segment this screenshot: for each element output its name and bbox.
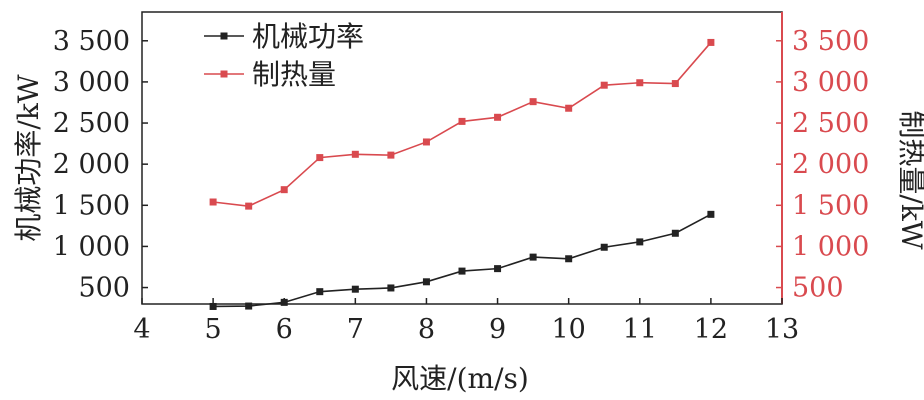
series-2-point (707, 38, 715, 46)
series-1-point (600, 243, 608, 251)
series-1-point (671, 229, 679, 237)
series-1-point (316, 288, 324, 296)
x-tick-label: 11 (623, 314, 657, 345)
left-y-axis-title: 机械功率/kW (12, 74, 45, 241)
right-y-tick-label: 2 000 (792, 149, 869, 180)
x-axis-title: 风速/(m/s) (391, 362, 529, 395)
legend-swatch-marker (220, 32, 228, 40)
right-y-tick-label: 500 (792, 273, 844, 304)
series-2-point (494, 113, 502, 121)
series-2-point (671, 80, 679, 88)
series-2-point (387, 151, 395, 159)
x-tick-label: 7 (347, 314, 364, 345)
series-2-point (565, 104, 573, 112)
series-1-point (245, 302, 253, 310)
series-2-point (351, 150, 359, 158)
series-2-point (280, 186, 288, 194)
series-2-point (245, 202, 253, 210)
series-2-point (458, 117, 466, 125)
series-2-point (316, 154, 324, 162)
x-tick-label: 5 (205, 314, 222, 345)
legend-label: 机械功率 (252, 20, 364, 53)
series-2-point (422, 138, 430, 146)
right-y-tick-label: 2 500 (792, 108, 869, 139)
x-tick-label: 4 (133, 314, 150, 345)
legend-swatch-marker (220, 70, 228, 78)
series-2-point (209, 198, 217, 206)
right-y-tick-label: 3 000 (792, 67, 869, 98)
left-y-tick-label: 1 500 (53, 190, 130, 221)
series-2-point (600, 81, 608, 89)
x-tick-label: 10 (551, 314, 585, 345)
x-tick-label: 6 (276, 314, 293, 345)
left-y-axis: 500 1 000 1 500 2 000 2 500 3 000 3 500 (53, 26, 148, 304)
right-y-tick-label: 3 500 (792, 26, 869, 57)
x-tick-label: 8 (418, 314, 435, 345)
series-2-point (529, 98, 537, 106)
right-y-tick-label: 1 500 (792, 190, 869, 221)
series-1-point (209, 302, 217, 310)
left-y-tick-label: 2 000 (53, 149, 130, 180)
left-y-tick-label: 1 000 (53, 231, 130, 262)
x-tick-label: 9 (489, 314, 506, 345)
left-y-tick-label: 2 500 (53, 108, 130, 139)
right-y-axis: 500 1 000 1 500 2 000 2 500 3 000 3 500 (776, 26, 869, 304)
x-tick-label: 13 (765, 314, 799, 345)
series-1-point (458, 267, 466, 275)
x-tick-label: 12 (694, 314, 728, 345)
series-2-point (636, 79, 644, 87)
series-layer (209, 38, 715, 310)
series-1-point (529, 253, 537, 261)
plot-frame (141, 11, 783, 305)
x-axis: 4 5 6 7 8 9 10 11 12 13 (133, 298, 799, 345)
series-line-1 (213, 213, 712, 308)
series-1-point (351, 285, 359, 293)
left-y-tick-label: 3 000 (53, 67, 130, 98)
series-1-point (422, 278, 430, 286)
series-1-point (707, 210, 715, 218)
series-1-point (387, 284, 395, 292)
series-1-point (494, 265, 502, 273)
series-1-point (565, 255, 573, 263)
legend-label: 制热量 (252, 58, 336, 91)
right-y-axis-title: 制热量/kW (895, 110, 924, 249)
series-1-point (636, 238, 644, 246)
left-y-tick-label: 3 500 (53, 26, 130, 57)
right-y-tick-label: 1 000 (792, 231, 869, 262)
series-1-point (280, 298, 288, 306)
left-y-tick-label: 500 (78, 273, 130, 304)
